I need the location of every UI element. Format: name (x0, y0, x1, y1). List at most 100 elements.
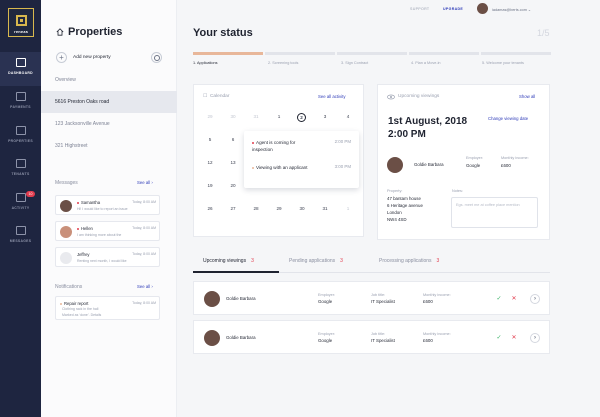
notification-name: Repair report (64, 301, 89, 306)
avatar (204, 291, 220, 307)
step-progress-bar (409, 52, 479, 55)
user-avatar[interactable] (477, 3, 488, 14)
applicant-row[interactable]: Goldie Barbara Employer: Google Job titl… (193, 320, 550, 354)
income-label: Monthly income: (423, 293, 451, 297)
calendar-day[interactable]: 1 (277, 114, 281, 119)
tab-upcoming-viewings[interactable]: Upcoming viewings 3 (203, 258, 254, 264)
add-property-label[interactable]: Add new property (73, 55, 111, 60)
status-count: 1/5 (537, 28, 550, 38)
calendar-day[interactable]: 3 (323, 114, 327, 119)
message-sender: Jeffrey (77, 252, 90, 257)
property-item-overview[interactable]: Overview (55, 77, 76, 83)
event-text[interactable]: Agent is coming for inspection (252, 139, 316, 153)
notes-label: Notes: (452, 189, 463, 193)
message-card[interactable]: Samantha Today, 8:00 AM Hi! I would like… (55, 195, 160, 215)
message-card[interactable]: Hellen Today, 8:00 AM I am thinking more… (55, 221, 160, 241)
calendar-day[interactable]: 19 (207, 183, 213, 188)
nav-item-properties[interactable]: PROPERTIES (0, 120, 41, 154)
income-value: £600 (501, 163, 511, 168)
message-preview: Hi! I would like to report an issue (77, 207, 128, 211)
side-nav: reneza DASHBOARD PAYMENTS PROPERTIES TEN… (0, 0, 41, 417)
event-time: 2:00 PM (334, 139, 351, 144)
tab-processing-applications[interactable]: Processing applications 3 (379, 258, 439, 264)
user-email[interactable]: iadamas@berts.com ⌄ (492, 8, 532, 12)
nav-item-tenants[interactable]: TENANTS (0, 153, 41, 187)
step-label[interactable]: 1. Applications (193, 61, 218, 65)
calendar-day[interactable]: 30 (299, 206, 305, 211)
applicant-name: Goldie Barbara (414, 162, 444, 167)
nav-item-payments[interactable]: PAYMENTS (0, 86, 41, 120)
reject-x-icon[interactable]: ✕ (509, 333, 519, 343)
calendar-day[interactable]: 31 (253, 114, 259, 119)
see-all-label: See all (137, 180, 151, 185)
event-dot (252, 141, 254, 144)
show-all-link[interactable]: Show all (519, 94, 536, 99)
nav-item-dashboard[interactable]: DASHBOARD (0, 52, 41, 86)
nav-item-activity[interactable]: ACTIVITY 10 (0, 187, 41, 221)
calendar-day[interactable]: 1 (346, 206, 350, 211)
calendar-day[interactable]: 26 (207, 206, 213, 211)
calendar-day[interactable]: 29 (207, 114, 213, 119)
calendar-see-all-link[interactable]: See all activity (318, 94, 346, 99)
tab-count: 3 (340, 258, 343, 264)
calendar-title-text: Calendar (209, 94, 230, 99)
calendar-day[interactable]: 12 (207, 160, 213, 165)
step-label[interactable]: 4. Plan a Move-in (411, 61, 441, 65)
calendar-day[interactable]: 6 (231, 137, 235, 142)
approve-check-icon[interactable]: ✓ (494, 333, 504, 343)
calendar-day[interactable]: 29 (276, 206, 282, 211)
upcoming-viewing-card: Upcoming viewings Show all 1st August, 2… (377, 84, 550, 240)
upcoming-viewings-title: Upcoming viewings (398, 94, 440, 99)
notifications-see-all-link[interactable]: See all › (137, 284, 153, 289)
nav-label: TENANTS (11, 172, 30, 176)
approve-check-icon[interactable]: ✓ (494, 294, 504, 304)
messages-see-all-link[interactable]: See all › (137, 180, 153, 185)
properties-icon (15, 126, 26, 135)
step-label[interactable]: 3. Sign Contract (341, 61, 369, 65)
unread-dot (77, 227, 79, 230)
calendar-day[interactable]: 2 (297, 113, 306, 122)
calendar-day[interactable]: 13 (230, 160, 236, 165)
viewing-time: 2:00 PM (388, 129, 426, 140)
notes-input[interactable]: Egs. meet me at coffee place mention (451, 197, 538, 228)
chevron-right-icon[interactable]: › (530, 333, 540, 343)
property-item[interactable]: 321 Highstreet (55, 143, 88, 149)
calendar-day[interactable]: 30 (230, 114, 236, 119)
upgrade-link[interactable]: UPGRADE (443, 7, 464, 11)
applicant-row[interactable]: Goldie Barbara Employer: Google Job titl… (193, 281, 550, 315)
support-link[interactable]: SUPPORT (410, 7, 430, 11)
reject-x-icon[interactable]: ✕ (509, 294, 519, 304)
add-property-button[interactable]: + (56, 52, 67, 63)
chevron-right-icon[interactable]: › (530, 294, 540, 304)
payments-icon (15, 92, 26, 101)
employer-value: Google (318, 299, 333, 304)
step-label[interactable]: 2. Screening tools (268, 61, 299, 65)
job-value: IT Specialist (371, 299, 395, 304)
event-time: 3:00 PM (334, 164, 351, 169)
event-text[interactable]: Viewing with an applicant (252, 164, 316, 171)
employer-value: Google (318, 338, 333, 343)
message-card[interactable]: Jeffrey Today, 8:00 AM Renting next mont… (55, 247, 160, 267)
address-line: NW4 4SD (387, 217, 407, 222)
property-item[interactable]: 5616 Preston Oaks road (41, 91, 177, 113)
step-label[interactable]: 5. Welcome your tenants (482, 61, 524, 65)
calendar-day[interactable]: 4 (346, 114, 350, 119)
search-icon[interactable] (151, 52, 162, 63)
calendar-day[interactable]: 28 (253, 206, 259, 211)
property-item[interactable]: 123 Jacksonville Avenue (55, 121, 110, 127)
calendar-day[interactable]: 20 (230, 183, 236, 188)
tab-pending-applications[interactable]: Pending applications 3 (289, 258, 343, 264)
notification-card[interactable]: Repair report Today, 8:00 AM Clothing ra… (55, 296, 160, 320)
employer-label: Employer: (466, 156, 484, 160)
message-sender: Hellen (77, 226, 93, 231)
calendar-day[interactable]: 27 (230, 206, 236, 211)
employer-label: Employer: (318, 332, 336, 336)
calendar-day[interactable]: 31 (322, 206, 328, 211)
change-viewing-date-link[interactable]: Change viewing date (488, 116, 529, 121)
notification-subtext: Marked as ‘done’. Details (62, 313, 102, 317)
tab-label: Pending applications (289, 258, 336, 264)
calendar-day[interactable]: 5 (208, 137, 212, 142)
logo[interactable]: reneza (8, 8, 34, 37)
nav-item-messages[interactable]: MESSAGES (0, 220, 41, 254)
applicant-name: Goldie Barbara (226, 296, 256, 301)
